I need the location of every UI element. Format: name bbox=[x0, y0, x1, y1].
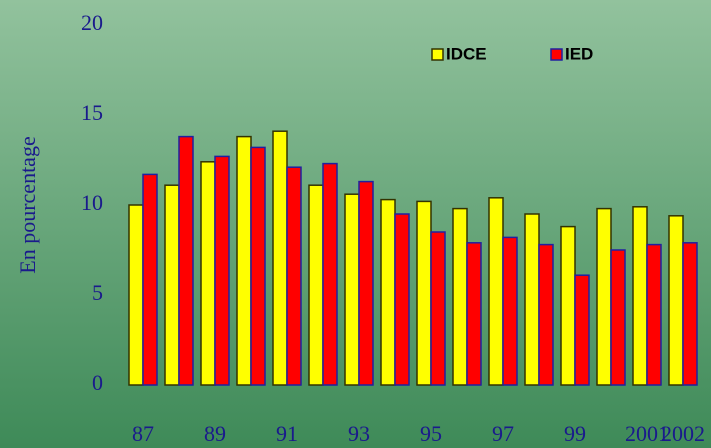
y-tick-label: 20 bbox=[81, 10, 103, 35]
legend-label: IDCE bbox=[446, 44, 487, 63]
bar bbox=[380, 198, 396, 386]
bar bbox=[488, 197, 504, 386]
bar bbox=[200, 161, 216, 386]
bar bbox=[394, 213, 410, 386]
legend-swatch bbox=[431, 48, 444, 61]
bar bbox=[538, 243, 554, 386]
bar bbox=[430, 231, 446, 386]
bar bbox=[560, 225, 576, 386]
x-tick-label: 97 bbox=[492, 421, 514, 446]
y-axis-label: En pourcentage bbox=[15, 136, 40, 273]
bar bbox=[236, 135, 252, 386]
bar bbox=[344, 193, 360, 386]
x-tick-label: 2001 bbox=[625, 421, 669, 446]
x-tick-label: 99 bbox=[564, 421, 586, 446]
bar bbox=[452, 207, 468, 386]
bar bbox=[308, 184, 324, 386]
bar bbox=[632, 206, 648, 386]
bar bbox=[322, 162, 338, 386]
bar bbox=[178, 135, 194, 386]
x-tick-label: 2002 bbox=[661, 421, 705, 446]
x-tick-label: 95 bbox=[420, 421, 442, 446]
bar bbox=[164, 184, 180, 386]
x-tick-label: 93 bbox=[348, 421, 370, 446]
bar bbox=[250, 146, 266, 386]
legend-label: IED bbox=[565, 44, 593, 63]
bar bbox=[128, 204, 144, 386]
bar bbox=[358, 180, 374, 386]
bar bbox=[502, 236, 518, 386]
legend-swatch bbox=[550, 48, 563, 61]
bar bbox=[596, 207, 612, 386]
bar bbox=[214, 155, 230, 386]
bar bbox=[668, 215, 684, 386]
bar bbox=[466, 242, 482, 386]
bar bbox=[524, 213, 540, 386]
x-tick-label: 87 bbox=[132, 421, 154, 446]
bar bbox=[286, 166, 302, 386]
bar bbox=[142, 173, 158, 386]
bar bbox=[610, 249, 626, 386]
y-tick-label: 15 bbox=[81, 100, 103, 125]
y-tick-label: 10 bbox=[81, 190, 103, 215]
x-tick-label: 91 bbox=[276, 421, 298, 446]
bar bbox=[416, 200, 432, 386]
x-tick-label: 89 bbox=[204, 421, 226, 446]
bar bbox=[272, 130, 288, 386]
y-tick-label: 0 bbox=[92, 370, 103, 395]
y-tick-label: 5 bbox=[92, 280, 103, 305]
bar bbox=[682, 242, 698, 386]
bar bbox=[646, 243, 662, 386]
bar bbox=[574, 274, 590, 386]
